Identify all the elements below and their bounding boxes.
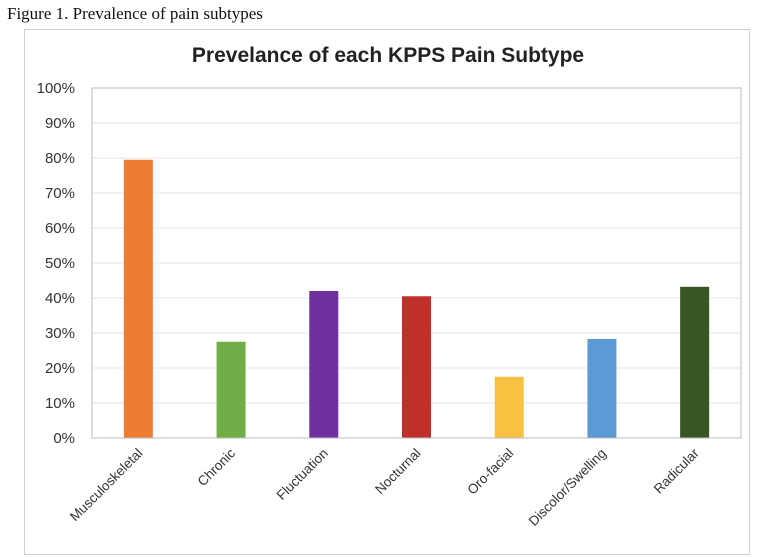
y-tick-label: 40% bbox=[45, 290, 75, 307]
y-tick-label: 90% bbox=[45, 115, 75, 132]
y-tick-label: 80% bbox=[45, 150, 75, 167]
x-category-label: Chronic bbox=[195, 445, 239, 489]
x-category-label: Fluctuation bbox=[274, 446, 331, 503]
x-category-label: Radicular bbox=[651, 445, 702, 496]
bar-chronic bbox=[216, 341, 246, 438]
x-category-label: Oro-facial bbox=[464, 446, 516, 498]
bar-discolor-swelling bbox=[587, 338, 617, 438]
bar-musculoskeletal bbox=[123, 159, 153, 438]
chart-title: Prevelance of each KPPS Pain Subtype bbox=[192, 44, 584, 67]
x-category-label: Musculoskeletal bbox=[67, 446, 146, 525]
y-tick-label: 20% bbox=[45, 360, 75, 377]
y-tick-label: 0% bbox=[53, 430, 75, 447]
x-category-label: Discolor/Swelling bbox=[526, 446, 609, 529]
bar-fluctuation bbox=[309, 291, 339, 438]
y-tick-label: 70% bbox=[45, 185, 75, 202]
y-tick-label: 100% bbox=[37, 80, 75, 97]
y-tick-label: 10% bbox=[45, 395, 75, 412]
plot-area-border bbox=[91, 87, 742, 439]
figure-caption: Figure 1. Prevalence of pain subtypes bbox=[7, 4, 263, 23]
y-tick-label: 30% bbox=[45, 325, 75, 342]
bar-radicular bbox=[680, 286, 710, 438]
bar-oro-facial bbox=[494, 376, 524, 438]
y-tick-label: 50% bbox=[45, 255, 75, 272]
x-category-label: Nocturnal bbox=[372, 446, 423, 497]
bar-nocturnal bbox=[402, 296, 431, 438]
y-tick-label: 60% bbox=[45, 220, 75, 237]
